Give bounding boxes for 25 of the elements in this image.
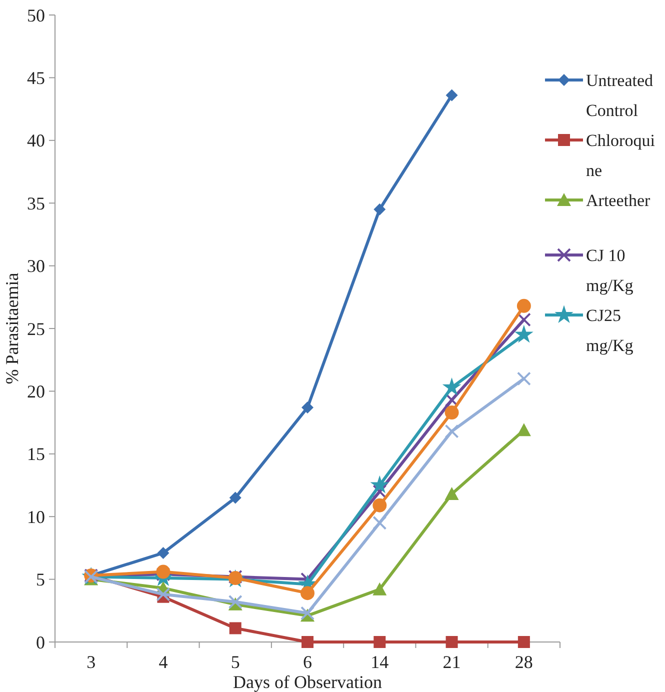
legend-label: CJ 10 mg/Kg xyxy=(586,246,634,295)
x-tick-label: 3 xyxy=(86,652,96,672)
legend-label: CJ25 mg/Kg xyxy=(586,306,634,355)
x-axis-title: Days of Observation xyxy=(233,672,382,692)
legend-label: Chloroquine xyxy=(586,131,656,180)
y-tick-label: 0 xyxy=(36,632,45,652)
x-tick-label: 21 xyxy=(442,652,461,672)
legend-label: Untreated Control xyxy=(586,71,654,120)
y-tick-label: 15 xyxy=(27,444,45,464)
legend-label: Arteether xyxy=(586,191,651,210)
x-tick-label: 4 xyxy=(158,652,168,672)
x-tick-label: 14 xyxy=(370,652,389,672)
x-tick-label: 6 xyxy=(303,652,312,672)
y-tick-label: 25 xyxy=(27,318,45,339)
y-tick-label: 10 xyxy=(27,506,45,527)
x-tick-label: 28 xyxy=(514,652,533,672)
y-tick-label: 40 xyxy=(27,130,45,151)
y-tick-label: 5 xyxy=(36,570,45,590)
x-tick-label: 5 xyxy=(230,652,240,672)
y-tick-label: 30 xyxy=(27,256,45,276)
y-tick-label: 45 xyxy=(27,68,45,88)
y-axis-title: % Parasitaemia xyxy=(2,272,22,384)
y-tick-label: 50 xyxy=(27,5,45,26)
y-tick-label: 35 xyxy=(27,193,45,214)
y-tick-label: 20 xyxy=(27,382,45,402)
